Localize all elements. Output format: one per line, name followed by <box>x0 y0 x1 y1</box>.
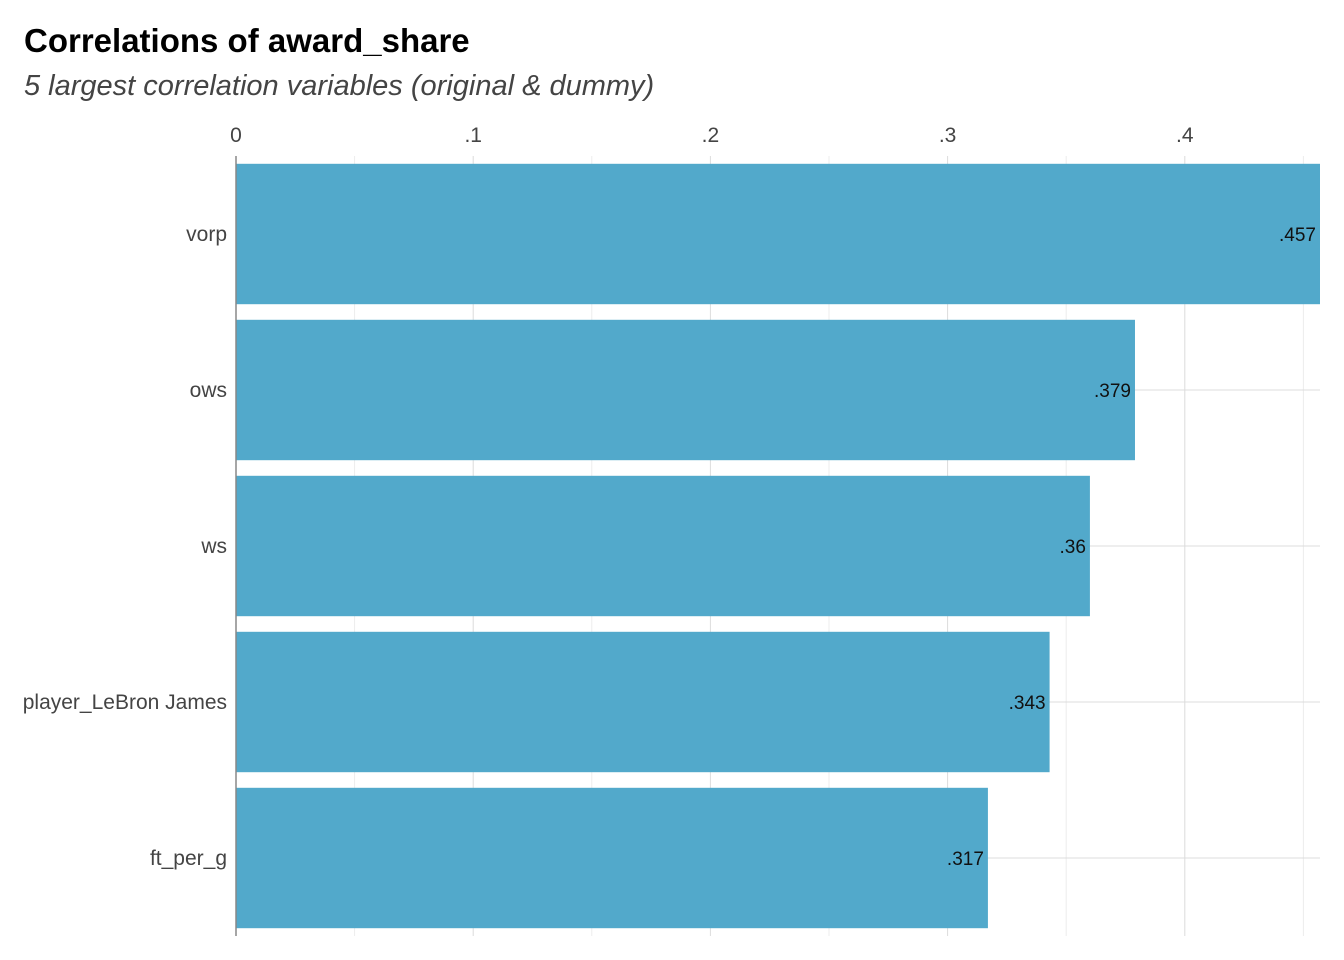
bar <box>236 631 1050 773</box>
bars <box>236 163 1320 929</box>
data-label: .343 <box>1009 693 1046 714</box>
category-label: player_LeBron James <box>23 691 227 714</box>
data-label: .457 <box>1279 225 1316 246</box>
category-label: vorp <box>186 223 227 246</box>
category-label: ft_per_g <box>150 847 227 870</box>
x-tick-label: .3 <box>939 124 957 147</box>
chart-title: Correlations of award_share <box>24 22 470 59</box>
labels: 0 .1 .2 .3 .4 vorp ows ws player_LeBron James ft_… <box>23 124 1316 870</box>
bar <box>236 475 1090 617</box>
category-label: ws <box>200 535 227 558</box>
x-tick-label: 0 <box>230 124 242 147</box>
bar <box>236 163 1320 305</box>
data-label: .379 <box>1094 381 1131 402</box>
x-tick-label: .1 <box>464 124 482 147</box>
data-label: .36 <box>1059 537 1085 558</box>
x-tick-label: .2 <box>702 124 720 147</box>
x-tick-label: .4 <box>1176 124 1194 147</box>
bar <box>236 787 988 929</box>
chart-subtitle: 5 largest correlation variables (origina… <box>24 70 654 102</box>
data-label: .317 <box>947 849 984 870</box>
bar <box>236 319 1135 461</box>
category-label: ows <box>190 379 227 402</box>
